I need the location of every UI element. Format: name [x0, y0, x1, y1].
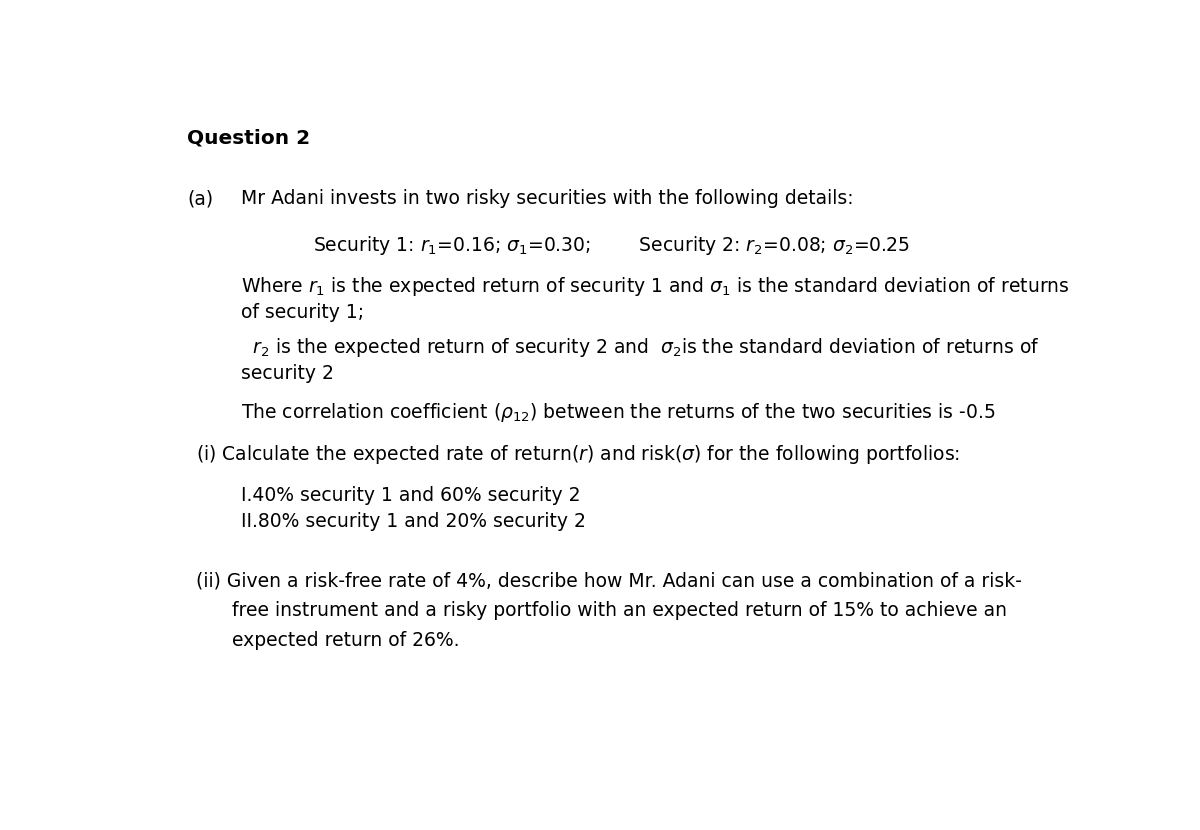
- Text: The correlation coefficient ($\rho_{12}$) between the returns of the two securit: The correlation coefficient ($\rho_{12}$…: [241, 401, 996, 424]
- Text: (a): (a): [187, 189, 214, 208]
- Text: (ii) Given a risk-free rate of 4%, describe how Mr. Adani can use a combination : (ii) Given a risk-free rate of 4%, descr…: [197, 571, 1022, 590]
- Text: I.40% security 1 and 60% security 2: I.40% security 1 and 60% security 2: [241, 486, 581, 505]
- Text: security 2: security 2: [241, 364, 334, 383]
- Text: Where $r_1$ is the expected return of security 1 and $\sigma_1$ is the standard : Where $r_1$ is the expected return of se…: [241, 276, 1069, 298]
- Text: Mr Adani invests in two risky securities with the following details:: Mr Adani invests in two risky securities…: [241, 189, 853, 208]
- Text: (i) Calculate the expected rate of return($r$) and risk($\sigma$) for the follow: (i) Calculate the expected rate of retur…: [197, 443, 960, 466]
- Text: of security 1;: of security 1;: [241, 303, 365, 322]
- Text: free instrument and a risky portfolio with an expected return of 15% to achieve : free instrument and a risky portfolio wi…: [232, 601, 1007, 620]
- Text: expected return of 26%.: expected return of 26%.: [232, 632, 460, 651]
- Text: $r_2$ is the expected return of security 2 and  $\sigma_2$is the standard deviat: $r_2$ is the expected return of security…: [241, 336, 1039, 359]
- Text: II.80% security 1 and 20% security 2: II.80% security 1 and 20% security 2: [241, 512, 586, 531]
- Text: Question 2: Question 2: [187, 129, 311, 148]
- Text: Security 1: $r_1$=0.16; $\sigma_1$=0.30;        Security 2: $r_2$=0.08; $\sigma_: Security 1: $r_1$=0.16; $\sigma_1$=0.30;…: [313, 234, 910, 256]
